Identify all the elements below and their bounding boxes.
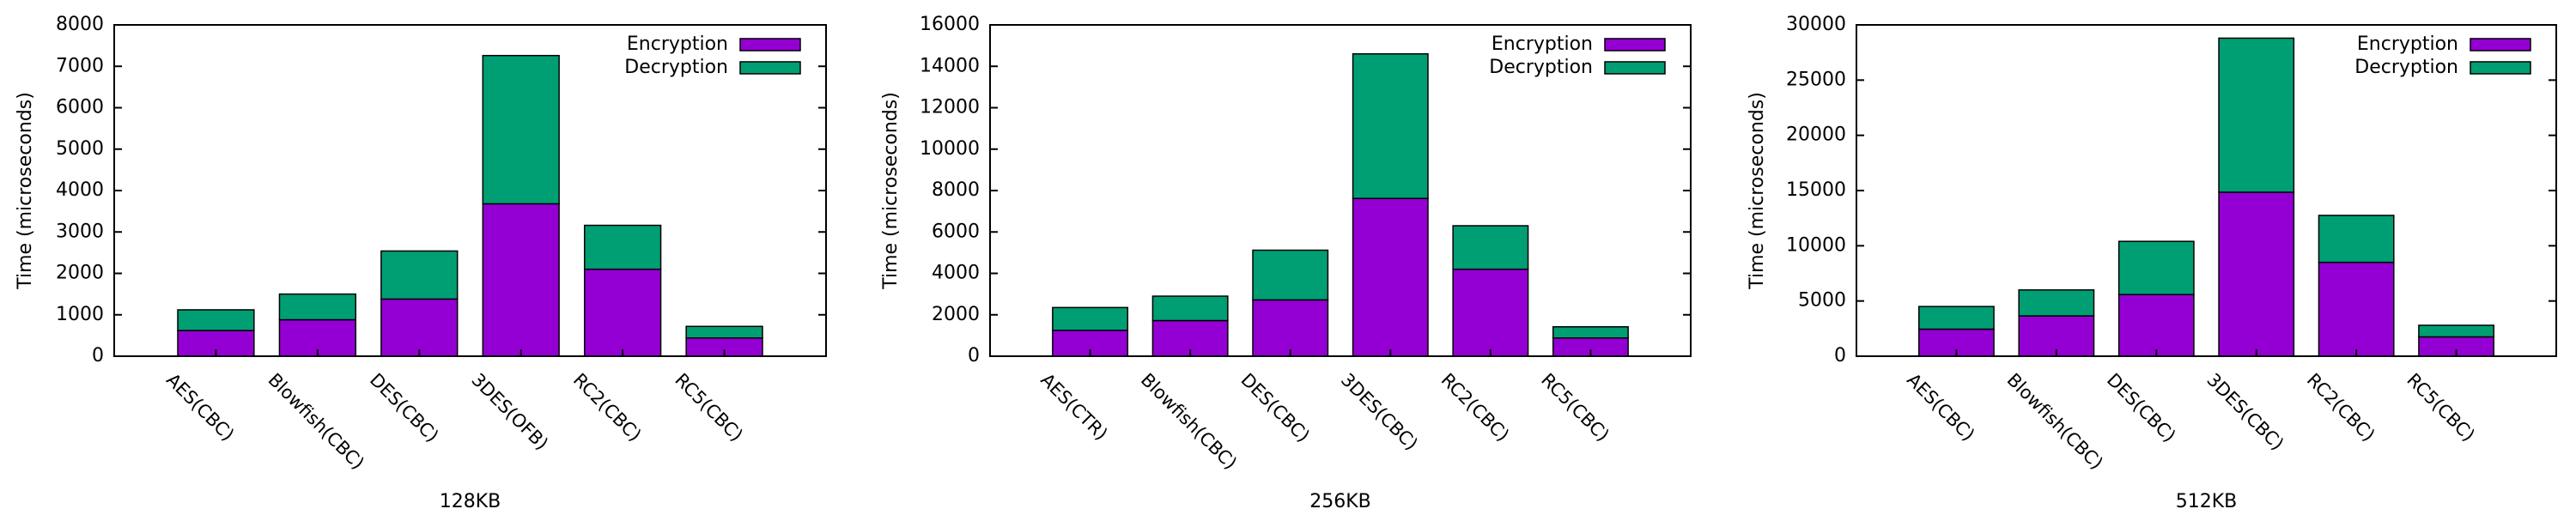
bar-encryption-4: [482, 203, 560, 357]
y-tick-label: 2000: [56, 263, 104, 284]
bar-encryption-4: [2218, 191, 2295, 357]
legend-label-encryption: Encryption: [2357, 33, 2458, 55]
x-tick-label: DES(CBC): [2103, 369, 2179, 445]
y-tick-label: 15000: [1786, 179, 1846, 201]
y-tick-label: 6000: [932, 221, 980, 242]
x-tick-label: DES(CBC): [1236, 369, 1313, 445]
x-tick-label: 3DES(CBC): [2202, 369, 2287, 454]
x-tick-label: RC5(CBC): [2403, 369, 2479, 445]
legend-swatch-decryption: [1604, 61, 1666, 75]
bar-decryption-6: [2418, 324, 2494, 338]
bar-decryption-6: [685, 325, 763, 339]
x-tick-label: RC2(CBC): [1437, 369, 1514, 445]
y-tick-label: 30000: [1786, 14, 1846, 35]
bar-decryption-4: [1352, 53, 1429, 199]
x-axis-label: 256KB: [1309, 491, 1371, 512]
y-axis-label: Time (microseconds): [15, 92, 36, 290]
bar-decryption-5: [583, 224, 662, 270]
bar-decryption-5: [1452, 225, 1529, 270]
bar-decryption-2: [1151, 295, 1229, 322]
x-tick-label: DES(CBC): [366, 369, 442, 445]
bar-decryption-1: [1918, 306, 1995, 330]
x-tick-label: AES(CBC): [1903, 369, 1978, 445]
bar-encryption-5: [2318, 261, 2395, 357]
y-tick-label: 10000: [920, 138, 980, 160]
legend-label-decryption: Decryption: [1489, 57, 1593, 78]
x-tick-label: 3DES(OFB): [467, 369, 552, 454]
legend-swatch-decryption: [2470, 61, 2531, 75]
legend-swatch-encryption: [1604, 38, 1666, 52]
legend-swatch-encryption: [2470, 38, 2531, 52]
x-tick-label: AES(CBC): [162, 369, 238, 445]
bar-encryption-5: [1452, 268, 1529, 357]
y-axis-label: Time (microseconds): [880, 92, 902, 290]
bar-decryption-6: [1552, 325, 1629, 339]
legend-label-decryption: Decryption: [624, 57, 728, 78]
x-tick-label: AES(CTR): [1036, 369, 1111, 444]
x-tick-label: RC5(CBC): [671, 369, 747, 445]
x-tick-label: RC2(CBC): [569, 369, 646, 445]
y-tick-label: 25000: [1786, 69, 1846, 90]
legend-swatch-decryption: [739, 61, 801, 75]
y-tick-label: 4000: [932, 263, 980, 284]
x-axis-label: 128KB: [440, 491, 501, 512]
x-axis-label: 512KB: [2176, 491, 2238, 512]
bar-decryption-1: [1052, 306, 1129, 331]
y-tick-label: 5000: [1798, 290, 1846, 312]
y-tick-label: 4000: [56, 179, 104, 201]
y-tick-label: 10000: [1786, 234, 1846, 256]
y-tick-label: 2000: [932, 304, 980, 325]
y-tick-label: 8000: [56, 14, 104, 35]
y-tick-label: 14000: [920, 55, 980, 76]
bar-encryption-4: [1352, 197, 1429, 357]
bar-encryption-3: [2117, 294, 2195, 357]
y-tick-label: 0: [1834, 345, 1846, 367]
y-tick-label: 0: [92, 345, 104, 367]
y-tick-label: 6000: [56, 97, 104, 118]
y-axis-label: Time (microseconds): [1747, 92, 1768, 290]
y-tick-label: 3000: [56, 221, 104, 242]
bar-encryption-3: [380, 298, 459, 357]
legend-label-encryption: Encryption: [627, 33, 728, 55]
y-tick-label: 16000: [920, 14, 980, 35]
y-tick-label: 1000: [56, 304, 104, 325]
bar-decryption-5: [2318, 215, 2395, 264]
bar-encryption-5: [583, 268, 662, 357]
y-tick-label: 5000: [56, 138, 104, 160]
y-tick-label: 7000: [56, 55, 104, 76]
x-tick-label: Blowfish(CBC): [264, 369, 368, 473]
bar-decryption-4: [482, 54, 560, 205]
chart-panel-3: AES(CBC) Blowfish(CBC)DES(CBC) 3DES(CBC) RC…: [1747, 14, 2557, 512]
chart-panel-2: AES(CTR) Blowfish(CBC)DES(CBC) 3DES(CBC) RC…: [880, 14, 1692, 512]
y-tick-label: 20000: [1786, 124, 1846, 146]
bar-decryption-4: [2218, 37, 2295, 193]
chart-panel-1: AES(CBC) Blowfish(CBC)DES(CBC) 3DES(OFB) RC…: [15, 14, 827, 512]
x-tick-label: Blowfish(CBC): [1137, 369, 1241, 473]
bar-decryption-3: [1252, 249, 1329, 301]
bar-encryption-3: [1252, 299, 1329, 357]
x-tick-label: RC5(CBC): [1537, 369, 1613, 445]
y-tick-label: 12000: [920, 97, 980, 118]
y-tick-label: 0: [968, 345, 980, 367]
legend-swatch-encryption: [739, 38, 801, 52]
bar-decryption-2: [278, 293, 357, 321]
bar-decryption-3: [380, 250, 459, 300]
y-tick-label: 8000: [932, 179, 980, 201]
bar-decryption-3: [2117, 240, 2195, 295]
legend-label-encryption: Encryption: [1492, 33, 1593, 55]
x-tick-label: 3DES(CBC): [1337, 369, 1422, 454]
legend-label-decryption: Decryption: [2354, 57, 2458, 78]
x-tick-label: RC2(CBC): [2303, 369, 2379, 445]
x-tick-label: Blowfish(CBC): [2003, 369, 2107, 473]
bar-decryption-1: [177, 309, 255, 331]
bar-decryption-2: [2018, 289, 2095, 317]
